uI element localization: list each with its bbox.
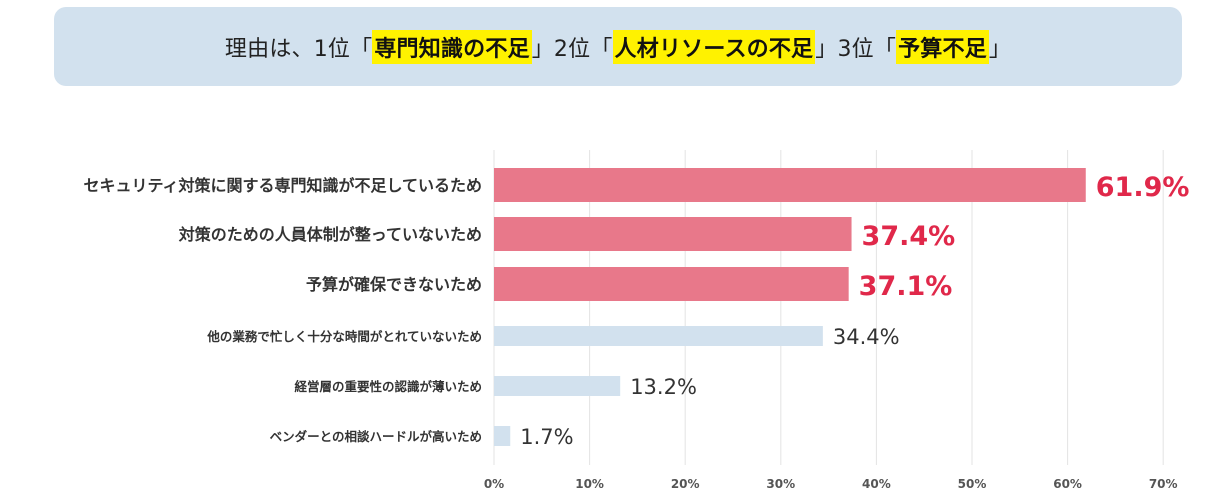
category-label: 対策のための人員体制が整っていないため <box>178 225 482 244</box>
x-tick-label: 70% <box>1149 477 1178 491</box>
bar <box>494 376 621 396</box>
value-label: 1.7% <box>520 425 573 449</box>
bar <box>494 168 1086 202</box>
category-label: 経営層の重要性の認識が薄いため <box>294 379 482 394</box>
bar <box>494 426 511 446</box>
x-tick-label: 20% <box>671 477 700 491</box>
banner-highlight-3: 予算不足 <box>896 29 989 64</box>
category-label: セキュリティ対策に関する専門知識が不足しているため <box>83 176 482 195</box>
value-label: 61.9% <box>1096 172 1190 203</box>
banner-text-2: 」2位「 <box>531 36 613 62</box>
value-label: 37.4% <box>862 221 956 252</box>
x-tick-label: 30% <box>766 477 795 491</box>
x-tick-label: 10% <box>575 477 604 491</box>
bar <box>494 326 823 346</box>
x-tick-label: 0% <box>484 477 504 491</box>
bar-chart: 0% 10% 20% 30% 40% 50% 60% 70% セキュリティ対策に関する専門知識が… <box>83 150 1190 491</box>
x-tick-label: 60% <box>1053 477 1082 491</box>
banner-highlight-1: 専門知識の不足 <box>372 29 532 64</box>
value-label: 34.4% <box>833 325 900 349</box>
banner-highlight-2: 人材リソースの不足 <box>612 29 816 64</box>
x-tick-label: 50% <box>958 477 987 491</box>
reason-summary-banner: 理由は、1位「 専門知識の不足 」2位「 人材リソースの不足 」3位「 予算不足」 <box>54 7 1182 86</box>
value-label: 37.1% <box>859 271 953 302</box>
category-label: 他の業務で忙しく十分な時間がとれていないため <box>206 329 482 344</box>
value-label: 13.2% <box>630 375 697 399</box>
banner-text-1: 理由は、1位「 <box>224 36 373 62</box>
x-tick-label: 40% <box>862 477 891 491</box>
banner-text-4: 」 <box>988 36 1012 62</box>
bar <box>494 267 849 301</box>
bar <box>494 217 852 251</box>
category-label: 予算が確保できないため <box>306 275 482 294</box>
category-label: ベンダーとの相談ハードルが高いため <box>270 429 482 444</box>
banner-text-3: 」3位「 <box>815 36 897 62</box>
